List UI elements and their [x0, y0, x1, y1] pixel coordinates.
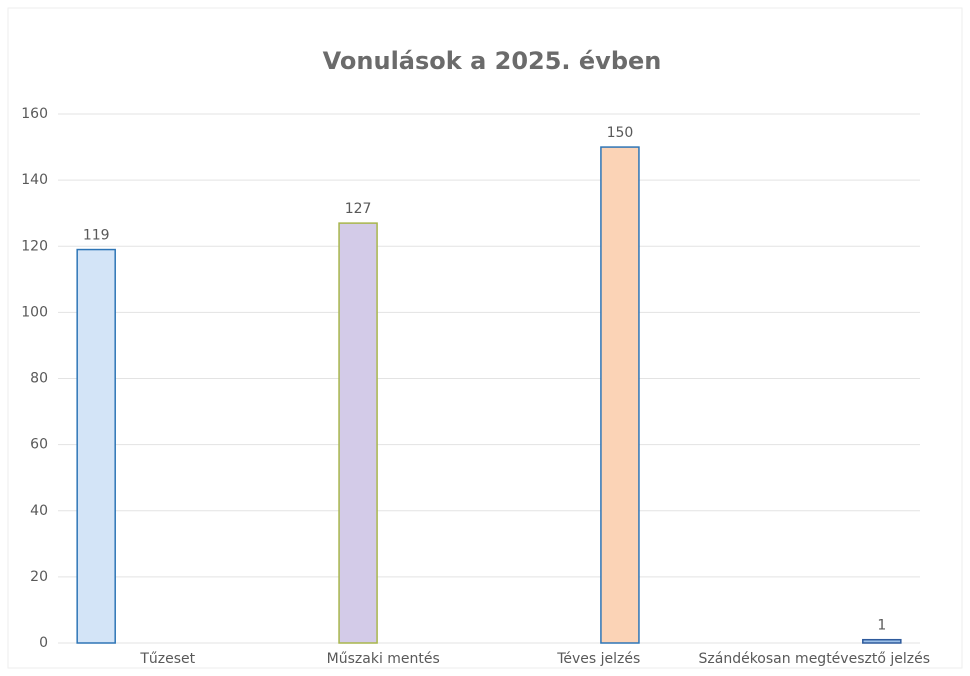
value-label: 119: [83, 228, 110, 244]
x-tick-label: Szándékosan megtévesztő jelzés: [699, 651, 931, 667]
y-tick-label: 100: [21, 304, 48, 320]
bar: [76, 248, 116, 644]
y-tick-label: 20: [30, 569, 48, 585]
x-tick-label: Tűzeset: [139, 651, 195, 667]
y-tick-label: 140: [21, 172, 48, 188]
chart-frame: [7, 7, 963, 669]
x-tick-label: Téves jelzés: [556, 651, 640, 667]
chart-title: Vonulások a 2025. évben: [323, 47, 662, 75]
x-tick-label: Műszaki mentés: [327, 651, 440, 667]
y-tick-label: 160: [21, 106, 48, 122]
bar: [862, 638, 902, 644]
bar: [338, 222, 378, 644]
value-label: 1: [877, 618, 886, 634]
y-tick-label: 0: [39, 635, 48, 651]
y-tick-label: 40: [30, 503, 48, 519]
value-label: 150: [607, 125, 634, 141]
value-label: 127: [345, 201, 372, 217]
y-tick-label: 120: [21, 238, 48, 254]
y-tick-label: 60: [30, 437, 48, 453]
y-tick-label: 80: [30, 371, 48, 387]
bar: [600, 146, 640, 644]
